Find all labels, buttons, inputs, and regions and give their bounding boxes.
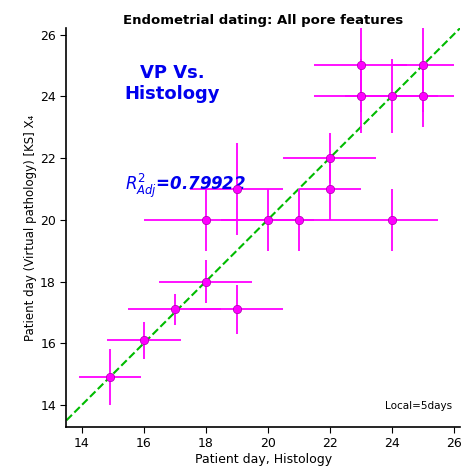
Text: Local=5days: Local=5days <box>385 401 452 410</box>
Y-axis label: Patient day (Virtual pathology) [KS] X₄: Patient day (Virtual pathology) [KS] X₄ <box>24 114 37 341</box>
X-axis label: Patient day, Histology: Patient day, Histology <box>194 453 332 466</box>
Title: Endometrial dating: All pore features: Endometrial dating: All pore features <box>123 14 403 27</box>
Text: $R^{2}_{Adj}$=0.79922: $R^{2}_{Adj}$=0.79922 <box>125 172 246 200</box>
Text: VP Vs.
Histology: VP Vs. Histology <box>125 64 220 103</box>
